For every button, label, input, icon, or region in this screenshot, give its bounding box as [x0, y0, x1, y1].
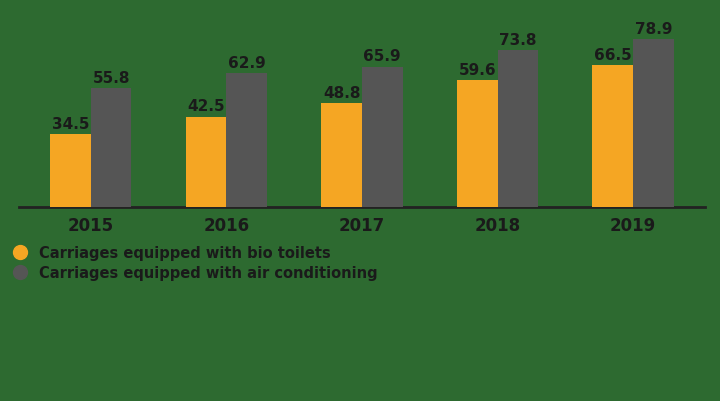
Bar: [321, 103, 362, 207]
Text: 73.8: 73.8: [499, 32, 536, 47]
Text: 62.9: 62.9: [228, 56, 266, 71]
Bar: [186, 117, 226, 207]
Text: 78.9: 78.9: [635, 22, 672, 36]
Bar: [50, 134, 91, 207]
Text: 65.9: 65.9: [364, 49, 401, 65]
Text: 55.8: 55.8: [92, 71, 130, 86]
Bar: [633, 39, 674, 207]
Bar: [362, 67, 402, 207]
Bar: [457, 80, 498, 207]
Text: 48.8: 48.8: [323, 86, 360, 101]
Text: 34.5: 34.5: [52, 117, 89, 132]
Text: 66.5: 66.5: [594, 48, 631, 63]
Text: 42.5: 42.5: [187, 99, 225, 114]
Bar: [91, 88, 132, 207]
Bar: [226, 73, 267, 207]
Bar: [593, 65, 633, 207]
Text: 59.6: 59.6: [459, 63, 496, 78]
Bar: [498, 50, 539, 207]
Legend: Carriages equipped with bio toilets, Carriages equipped with air conditioning: Carriages equipped with bio toilets, Car…: [12, 246, 377, 281]
